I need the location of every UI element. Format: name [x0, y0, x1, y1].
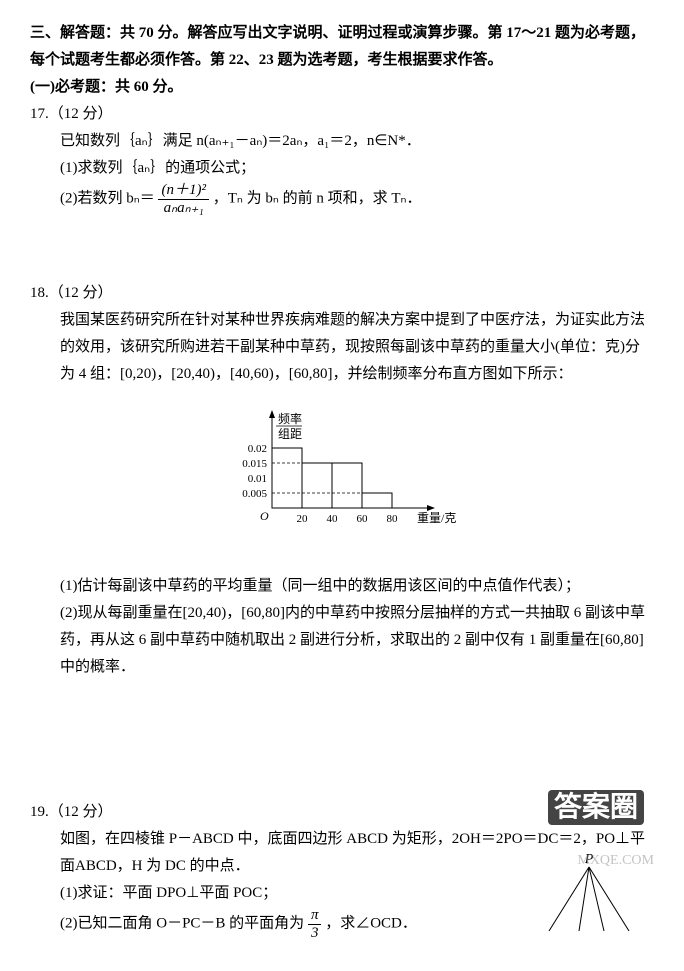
section-header: 三、解答题：共 70 分。解答应写出文字说明、证明过程或演算步骤。第 17～21…	[30, 20, 654, 74]
svg-text:0.005: 0.005	[242, 488, 267, 500]
pyramid-edge	[549, 867, 589, 931]
histogram-svg: 频率组距 O 0.005 0.01 0.015 0.02 20 40 60 80 重量/克	[212, 398, 472, 548]
svg-text:0.015: 0.015	[242, 458, 267, 470]
svg-text:频率: 频率	[278, 411, 302, 426]
svg-text:80: 80	[387, 513, 399, 525]
problem-18-part1: (1)估计每副该中草药的平均重量（同一组中的数据用该区间的中点值作代表）；	[30, 573, 654, 600]
svg-text:60: 60	[357, 513, 369, 525]
problem-18-num: 18.（12 分）	[30, 280, 654, 307]
problem-17-part1: (1)求数列｛aₙ｝的通项公式；	[30, 155, 654, 182]
svg-text:20: 20	[297, 513, 309, 525]
svg-text:重量/克: 重量/克	[417, 511, 456, 525]
footer-badge: 答案圈	[548, 783, 644, 833]
svg-text:40: 40	[327, 513, 339, 525]
pyramid-edge	[589, 867, 604, 931]
svg-text:O: O	[260, 509, 269, 523]
watermark: MXQE.COM	[577, 848, 654, 873]
svg-text:0.02: 0.02	[248, 443, 267, 455]
fraction: (n＋1)² aₙaₙ₊₁	[158, 182, 209, 216]
pyramid-edge	[579, 867, 589, 931]
problem-17-part2: (2)若数列 bₙ＝ (n＋1)² aₙaₙ₊₁ ，Tₙ 为 bₙ 的前 n 项…	[30, 182, 654, 216]
histogram-chart: 频率组距 O 0.005 0.01 0.015 0.02 20 40 60 80 重量/克	[30, 398, 654, 558]
pyramid-edge	[589, 867, 629, 931]
svg-text:组距: 组距	[278, 427, 302, 441]
problem-17-body: 已知数列｛aₙ｝满足 n(aₙ₊₁－aₙ)＝2aₙ，a₁＝2，n∈N*．	[30, 128, 654, 155]
subsection-title: (一)必考题：共 60 分。	[30, 74, 654, 101]
section-title: 三、解答题：共 70 分。解答应写出文字说明、证明过程或演算步骤。第 17～21…	[30, 25, 645, 68]
fraction-pi-3: π 3	[308, 907, 322, 941]
problem-18: 18.（12 分） 我国某医药研究所在针对某种世界疾病难题的解决方案中提到了中医…	[30, 280, 654, 681]
problem-17-num: 17.（12 分）	[30, 101, 654, 128]
svg-text:0.01: 0.01	[248, 473, 267, 485]
problem-18-body: 我国某医药研究所在针对某种世界疾病难题的解决方案中提到了中医疗法，为证实此方法的…	[30, 307, 654, 388]
problem-17: 17.（12 分） 已知数列｛aₙ｝满足 n(aₙ₊₁－aₙ)＝2aₙ，a₁＝2…	[30, 101, 654, 216]
problem-18-part2: (2)现从每副重量在[20,40)，[60,80]内的中草药中按照分层抽样的方式…	[30, 600, 654, 681]
